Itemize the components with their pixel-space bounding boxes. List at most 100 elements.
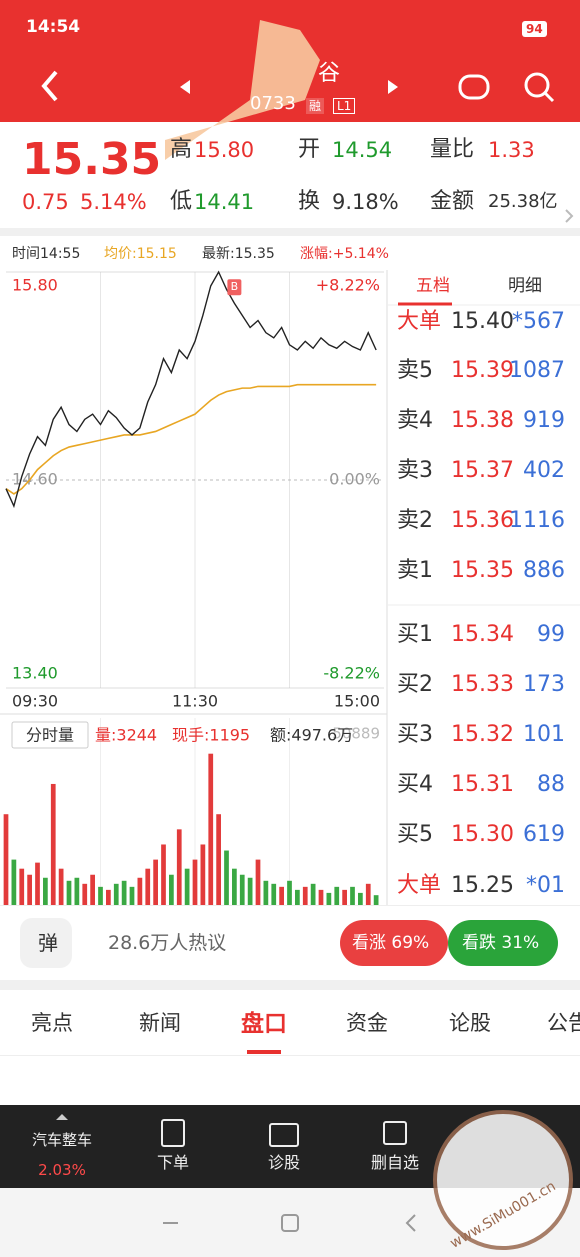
remove-icon[interactable]: [383, 1121, 407, 1145]
tag: 融: [306, 98, 325, 114]
y-tick-label: 15.80: [12, 276, 58, 295]
stat-label: 量比: [430, 137, 475, 162]
volume-bar: [318, 889, 324, 905]
volume-bar: [153, 859, 158, 905]
sector-name[interactable]: 汽车整车: [31, 1130, 92, 1149]
book-volume: 1087: [509, 358, 565, 383]
volume-bar: [11, 859, 17, 905]
home-key[interactable]: [281, 1214, 299, 1232]
y2-tick-label: +8.22%: [316, 276, 380, 295]
bear-label[interactable]: 看跌 31%: [462, 932, 540, 953]
book-price: 15.40: [451, 309, 514, 334]
volume-bar: [129, 886, 135, 905]
bullet-button[interactable]: [20, 918, 72, 968]
order-icon[interactable]: [161, 1119, 185, 1147]
bull-button[interactable]: [340, 920, 448, 966]
search-icon: [543, 91, 555, 103]
x-tick-label: 11:30: [172, 692, 218, 711]
bull-label[interactable]: 看涨 69%: [352, 932, 430, 953]
buy-marker-label: B: [231, 280, 239, 293]
book-price: 15.31: [451, 772, 514, 797]
status-time: 14:54: [26, 16, 81, 37]
stat-value: 15.80: [194, 137, 255, 162]
book-volume: 88: [537, 772, 565, 797]
volume-bar: [113, 883, 119, 905]
stat-value: 14.54: [332, 137, 393, 162]
content-tab[interactable]: 新闻: [139, 1010, 181, 1035]
bullet-icon[interactable]: 弹: [38, 931, 58, 955]
book-volume: *01: [526, 873, 565, 898]
volume-bar: [82, 883, 88, 905]
volume-label: 现手:1195: [172, 726, 250, 745]
book-price: 15.34: [451, 622, 514, 647]
book-label: 卖5: [397, 358, 433, 383]
volume-bar: [216, 814, 221, 905]
stat-label: 金额: [430, 189, 475, 214]
book-price: 15.30: [451, 822, 514, 847]
nav-item[interactable]: 删自选: [370, 1153, 419, 1172]
volume-bar: [161, 844, 166, 905]
volume-bar: [302, 886, 308, 905]
book-price: 15.32: [451, 722, 514, 747]
y-tick-label: 50889: [332, 725, 380, 743]
content-tab[interactable]: 论股: [449, 1010, 491, 1035]
next-stock[interactable]: [388, 80, 398, 94]
book-price: 15.39: [451, 358, 514, 383]
search-icon[interactable]: [524, 72, 550, 98]
volume-bar: [263, 880, 269, 905]
prev-stock[interactable]: [180, 80, 190, 94]
volume-bar: [106, 889, 111, 905]
bear-button[interactable]: [448, 920, 558, 966]
stock-code: 0733: [250, 93, 296, 114]
volume-bar: [279, 886, 284, 905]
volume-bar: [35, 862, 40, 905]
book-volume: 101: [523, 722, 565, 747]
book-volume: 919: [523, 408, 565, 433]
book-label: 大单: [397, 309, 442, 334]
watermark-stamp: [433, 1110, 573, 1250]
book-price: 15.35: [451, 558, 514, 583]
nav-item[interactable]: 下单: [156, 1153, 189, 1172]
series-line: [5, 383, 377, 495]
book-tab[interactable]: 明细: [508, 275, 542, 296]
tab-indicator: [247, 1050, 281, 1054]
back-key[interactable]: [405, 1214, 416, 1232]
tag: L1: [333, 98, 356, 114]
content-tab[interactable]: 盘口: [241, 1010, 287, 1037]
volume-bar: [43, 877, 48, 905]
sector-change: 2.03%: [38, 1160, 86, 1179]
book-tab[interactable]: 五档: [416, 275, 450, 296]
volume-bar: [342, 889, 347, 905]
separator: [0, 228, 580, 236]
volume-title: 分时量: [26, 726, 74, 745]
stat-label: 高: [170, 137, 193, 162]
volume-bar: [19, 868, 25, 905]
expand-icon[interactable]: [565, 209, 574, 223]
volume-title-box: [11, 721, 89, 749]
volume-bar: [66, 880, 72, 905]
content-tab[interactable]: 亮点: [31, 1010, 73, 1035]
book-label: 卖2: [397, 508, 433, 533]
discussion-count[interactable]: 28.6万人热议: [108, 931, 227, 954]
volume-bar: [271, 883, 277, 905]
book-volume: 886: [523, 558, 565, 583]
volume-bar: [295, 889, 300, 905]
price-change-pct: 5.14%: [80, 189, 147, 214]
volume-bar: [350, 886, 355, 905]
price-change: 0.75: [22, 189, 69, 214]
volume-bar: [74, 877, 80, 905]
y2-tick-label: 0.00%: [329, 470, 380, 489]
book-label: 买5: [397, 822, 433, 847]
volume-bar: [121, 880, 127, 905]
volume-bar: [169, 874, 174, 905]
stat-label: 换: [298, 189, 321, 214]
content-tab[interactable]: 公告: [547, 1010, 580, 1035]
robot-icon[interactable]: [458, 74, 490, 100]
content-tab[interactable]: 资金: [346, 1010, 388, 1035]
book-volume: 1116: [509, 508, 565, 533]
nav-item[interactable]: 诊股: [267, 1153, 300, 1172]
diagnose-icon[interactable]: [269, 1123, 299, 1147]
back-button[interactable]: [41, 70, 58, 102]
